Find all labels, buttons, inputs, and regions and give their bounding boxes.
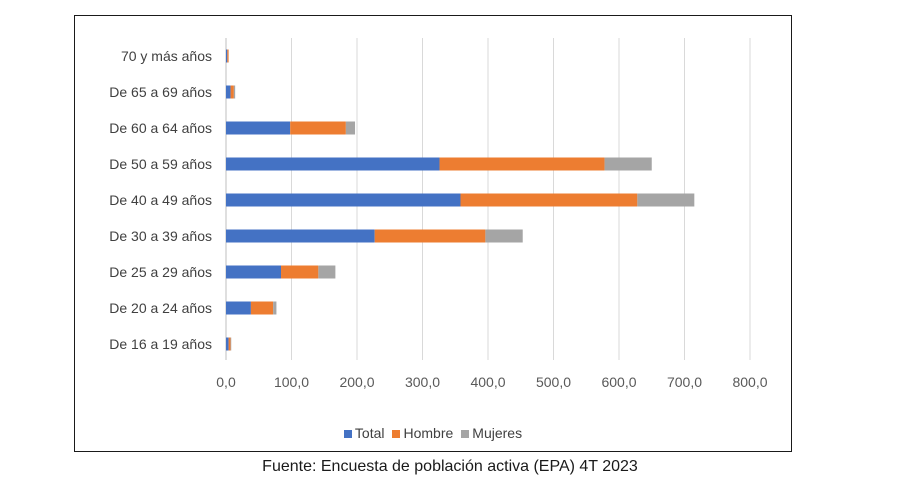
x-tick-label: 800,0 [732,374,767,390]
x-tick-label: 0,0 [216,374,236,390]
bar-hombre [439,157,605,171]
category-label: De 25 a 29 años [109,264,212,280]
x-tick-label: 200,0 [339,374,374,390]
x-tick-label: 500,0 [536,374,571,390]
bar-total [226,193,461,207]
bar-total [226,301,251,315]
category-label: De 50 a 59 años [109,156,212,172]
legend-swatch [461,430,470,438]
legend-label: Mujeres [472,425,523,441]
bar-total [226,85,231,99]
x-tick-label: 100,0 [274,374,309,390]
chart-plot: 0,0 100,0 200,0 300,0 400,0 500,0 600,0 700,0 80… [109,38,768,390]
x-tick-label: 300,0 [405,374,440,390]
legend-label: Total [354,425,385,441]
bar-total [226,157,440,171]
legend-swatch [392,430,401,438]
bar-hombre [374,229,486,243]
category-label: De 60 a 64 años [109,120,212,136]
category-label: De 65 a 69 años [109,84,212,100]
x-tick-label: 600,0 [601,374,636,390]
source-caption: Fuente: Encuesta de población activa (EP… [262,458,638,475]
bar-hombre [250,301,274,315]
bar-hombre [460,193,638,207]
bar-mujeres [345,121,356,135]
bar-mujeres [637,193,695,207]
bar-mujeres [233,85,236,99]
bar-hombre [230,85,234,99]
legend-item: Mujeres [461,425,522,441]
bar-mujeres [485,229,523,243]
bar-total [226,121,291,135]
bar-mujeres [230,337,232,351]
category-label: De 30 a 39 años [109,228,212,244]
bar-total [226,265,282,279]
bar-hombre [227,49,229,63]
x-tick-label: 700,0 [667,374,702,390]
legend-label: Hombre [403,425,454,441]
bar-mujeres [604,157,652,171]
legend-swatch [343,430,352,438]
bar-hombre [281,265,319,279]
chart-frame: 0,0 100,0 200,0 300,0 400,0 500,0 600,0 700,0 80… [74,15,792,452]
bar-total [226,337,229,351]
bar-mujeres [318,265,336,279]
bar-hombre [228,337,231,351]
bar-mujeres [273,301,277,315]
category-label: De 40 a 49 años [109,192,212,208]
category-label: 70 y más años [121,48,212,64]
category-label: De 16 a 19 años [109,336,212,352]
legend-item: Hombre [392,425,453,441]
bar-total [226,229,375,243]
x-tick-label: 400,0 [470,374,505,390]
legend-item: Total [343,425,385,441]
bar-total [226,49,228,63]
category-label: De 20 a 24 años [109,300,212,316]
legend: Total Hombre Mujeres [75,425,791,441]
bar-hombre [290,121,346,135]
